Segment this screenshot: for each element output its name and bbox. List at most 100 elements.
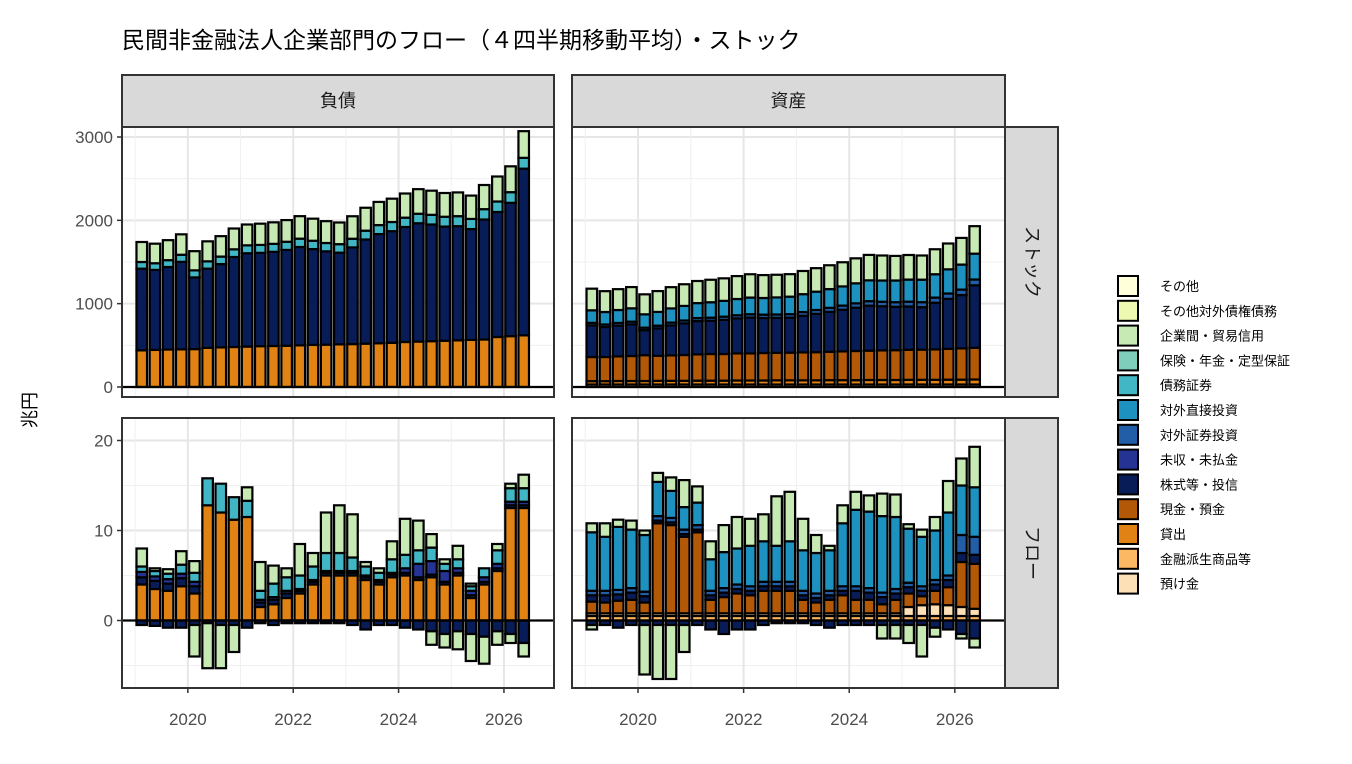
bar-segment xyxy=(704,540,717,561)
bar-segment xyxy=(941,586,955,607)
bar-segment xyxy=(862,279,876,303)
bar-segment xyxy=(664,307,678,324)
bar-segment xyxy=(490,569,504,622)
x-tick-label: 2022 xyxy=(274,710,312,729)
bar-segment xyxy=(306,217,320,242)
bar-segment xyxy=(293,542,307,577)
bar-segment xyxy=(783,490,797,543)
bar-segment xyxy=(359,342,373,389)
legend-item: 株式等・投信 xyxy=(1117,473,1238,496)
bar-segment xyxy=(372,342,386,389)
bar-segment xyxy=(928,301,942,351)
bar-segment xyxy=(677,322,691,357)
bar-segment xyxy=(490,335,504,389)
bar-segment xyxy=(915,595,929,607)
bar-segment xyxy=(425,576,438,622)
bar-segment xyxy=(783,295,797,316)
x-tick-label: 2020 xyxy=(619,710,657,729)
bar-segment xyxy=(902,348,916,381)
bar-segment xyxy=(849,490,863,511)
bar-segment xyxy=(743,594,757,615)
bar-segment xyxy=(240,515,254,622)
bar-segment xyxy=(915,535,929,588)
bar-segment xyxy=(372,232,386,345)
bar-segment xyxy=(836,350,850,382)
bar-segment xyxy=(677,283,691,308)
bar-segment xyxy=(611,518,625,529)
bar-segment-negative xyxy=(664,623,678,681)
bar-segment-negative xyxy=(717,619,731,636)
bar-segment xyxy=(214,346,228,389)
y-tick-label: 2000 xyxy=(75,211,113,230)
bar-segment xyxy=(730,515,744,550)
bar-segment xyxy=(968,535,982,556)
bar-segment xyxy=(638,313,651,329)
bar-segment xyxy=(757,540,770,583)
legend-item: 保険・年金・定型保証 xyxy=(1117,349,1290,372)
bar-segment xyxy=(280,218,294,243)
legend-swatch xyxy=(1117,399,1139,421)
bar-segment xyxy=(889,254,902,282)
bar-segment xyxy=(411,212,425,225)
bar-segment-negative xyxy=(915,623,929,658)
bar-segment xyxy=(201,267,214,349)
bar-segment-negative xyxy=(425,630,438,646)
bar-segment xyxy=(730,352,744,382)
bar-segment xyxy=(651,522,665,615)
bar-segment xyxy=(359,238,373,345)
bar-segment xyxy=(504,487,517,503)
bar-segment xyxy=(611,355,625,383)
bar-segment xyxy=(598,325,612,359)
bar-segment xyxy=(651,310,665,327)
bar-segment xyxy=(253,589,267,601)
bar-segment xyxy=(293,245,307,347)
bar-segment xyxy=(490,210,504,339)
bar-segment xyxy=(625,519,638,531)
bar-segment xyxy=(438,215,452,228)
y-axis-label: 兆円 xyxy=(20,392,41,428)
bar-segment xyxy=(517,167,531,337)
bar-segment xyxy=(968,346,982,381)
bar-segment xyxy=(743,352,757,382)
strip-label: ストック xyxy=(1021,226,1042,298)
bar-segment xyxy=(188,250,201,272)
bar-segment xyxy=(372,223,386,236)
bar-segment-negative xyxy=(490,619,504,633)
bar-segment xyxy=(451,574,465,622)
bar-segment xyxy=(691,353,704,382)
bar-segment xyxy=(332,221,346,246)
bar-segment xyxy=(664,476,678,492)
bar-segment xyxy=(849,598,863,615)
bar-segment xyxy=(743,544,757,588)
bar-segment xyxy=(438,569,452,583)
bar-segment xyxy=(585,324,599,359)
bar-segment xyxy=(319,511,333,555)
bar-segment xyxy=(809,290,823,312)
bar-segment xyxy=(770,316,783,354)
bar-segment xyxy=(796,517,810,552)
bar-segment xyxy=(849,257,863,285)
bar-segment xyxy=(955,236,968,266)
bar-segment-negative xyxy=(188,623,201,658)
x-tick-label: 2024 xyxy=(830,710,868,729)
bar-segment xyxy=(148,242,162,265)
bar-segment xyxy=(743,316,757,355)
bar-segment xyxy=(280,344,294,389)
bar-segment xyxy=(585,355,599,383)
legend-swatch xyxy=(1117,374,1139,397)
bar-segment xyxy=(651,327,665,357)
bar-segment xyxy=(451,339,465,389)
legend-item: 企業間・貿易信用 xyxy=(1117,324,1264,347)
bar-segment xyxy=(625,323,638,358)
bar-segment xyxy=(135,547,149,568)
bar-segment xyxy=(477,183,491,211)
bar-segment xyxy=(717,352,731,382)
bar-segment xyxy=(796,549,810,592)
bar-segment xyxy=(677,506,691,531)
bar-segment xyxy=(398,553,412,570)
bar-segment xyxy=(280,567,294,579)
bar-segment xyxy=(664,489,678,519)
bar-segment xyxy=(915,348,929,381)
bar-segment xyxy=(598,290,612,314)
bar-segment xyxy=(135,267,149,352)
